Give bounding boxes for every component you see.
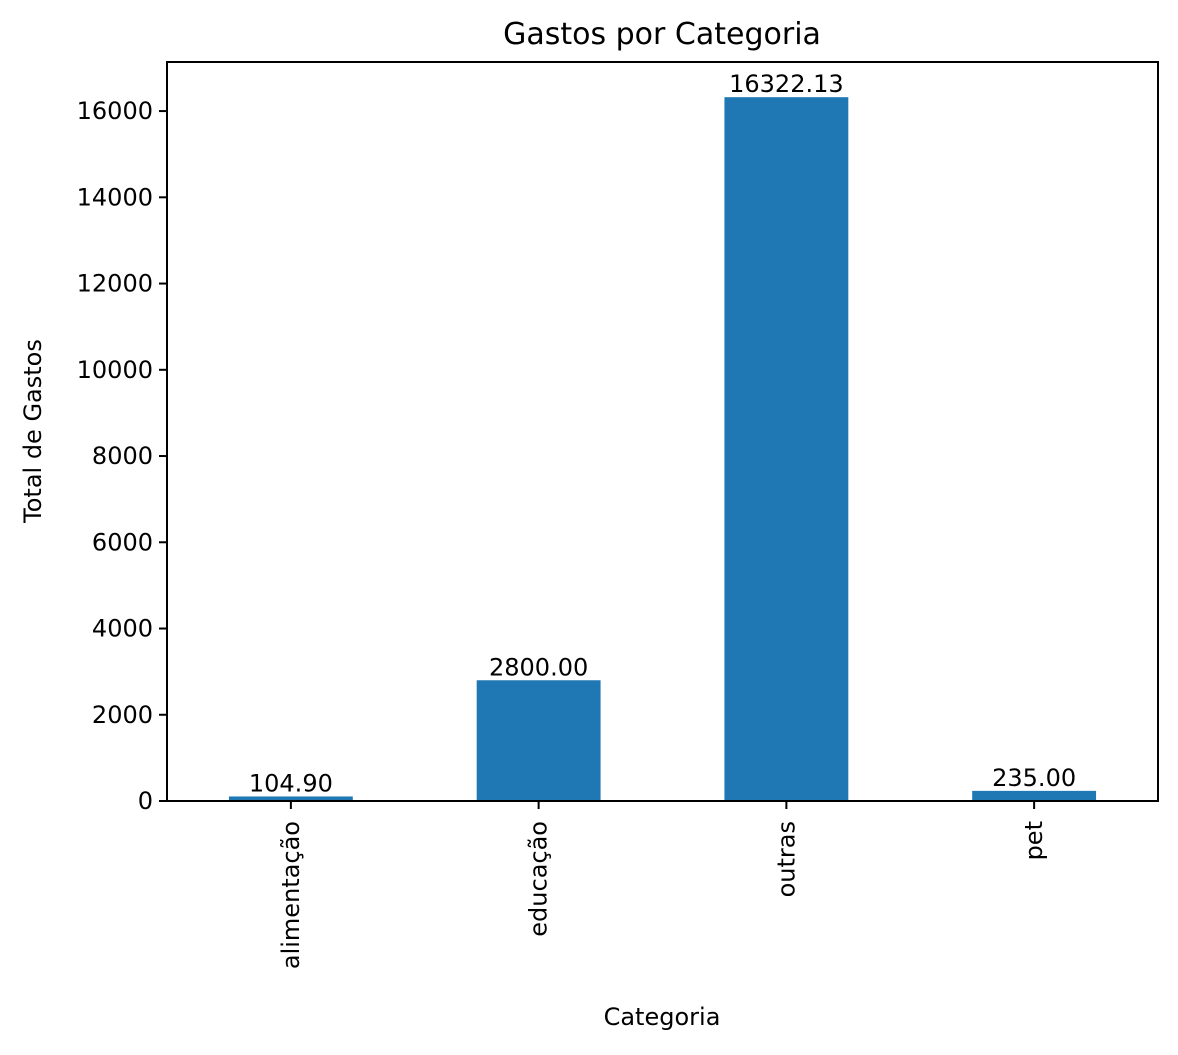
bar [228,796,353,801]
y-tick-label: 8000 [92,442,153,470]
y-tick-label: 0 [138,787,153,815]
chart-title: Gastos por Categoria [503,17,821,52]
bar [972,790,1097,801]
y-tick-label: 12000 [77,270,153,298]
y-axis-label: Total de Gastos [19,339,47,524]
bar-value-label: 2800.00 [489,653,588,681]
bars-layer [228,97,1097,801]
x-tick-label: educação [525,821,553,937]
bar-value-label: 16322.13 [729,70,844,98]
x-tick-label: pet [1020,821,1048,860]
bar-value-label: 235.00 [992,764,1076,792]
y-tick-label: 14000 [77,183,153,211]
y-tick-label: 16000 [77,97,153,125]
bar-value-label: 104.90 [249,769,333,797]
y-tick-label: 6000 [92,528,153,556]
value-labels-layer: 104.90 2800.00 16322.13 235.00 [249,70,1076,797]
y-axis-ticks: 0 2000 4000 6000 8000 10000 12000 14000 16000 [77,97,167,815]
x-axis-ticks: alimentação educação outras pet [277,801,1048,969]
bar [724,97,849,801]
y-tick-label: 2000 [92,701,153,729]
x-axis-label: Categoria [604,1003,721,1031]
x-tick-label: outras [772,821,800,897]
x-tick-label: alimentação [277,821,305,969]
y-tick-label: 10000 [77,356,153,384]
y-tick-label: 4000 [92,615,153,643]
plot-area: 104.90 2800.00 16322.13 235.00 0 2000 4000 600… [77,61,1159,969]
axes-frame [166,61,1159,802]
bar [476,680,601,801]
